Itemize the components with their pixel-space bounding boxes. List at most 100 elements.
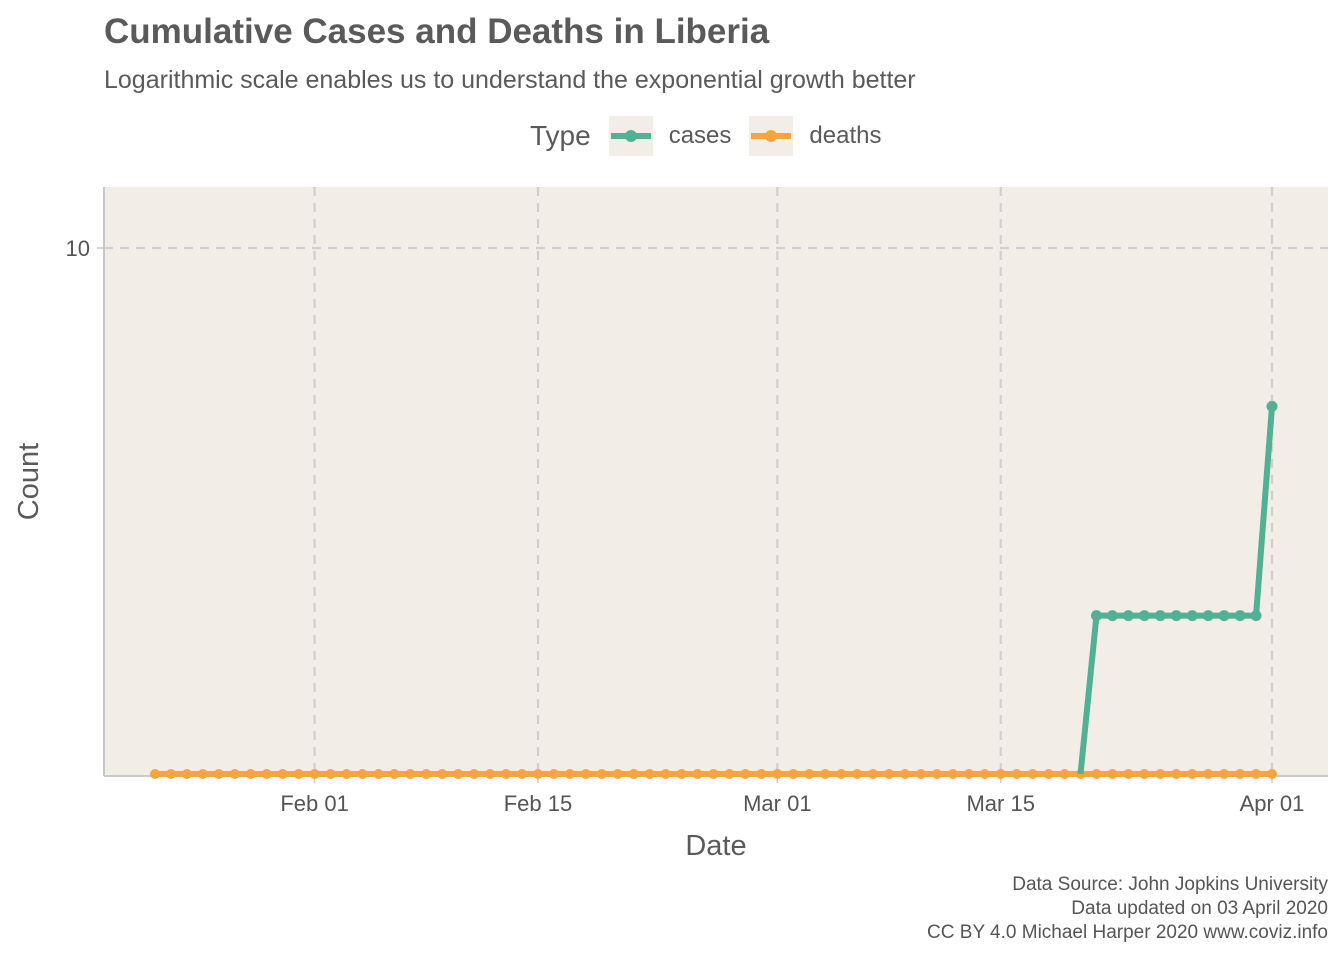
legend-title: Type	[530, 120, 591, 151]
deaths-point-42	[820, 769, 831, 779]
deaths-point-56	[1043, 769, 1054, 779]
deaths-point-47	[899, 769, 910, 779]
deaths-point-19	[453, 769, 464, 779]
legend-key-cases	[608, 116, 653, 156]
caption: Data Source: John Jopkins University Dat…	[927, 873, 1328, 945]
deaths-point-62	[1139, 769, 1150, 779]
cases-point-11	[1250, 610, 1262, 622]
deaths-point-27	[580, 769, 591, 779]
legend: Type cases deaths	[530, 116, 899, 156]
deaths-point-17	[421, 769, 432, 779]
deaths-point-45	[868, 769, 879, 779]
deaths-point-30	[628, 769, 639, 779]
deaths-point-6	[245, 769, 256, 779]
deaths-point-35	[708, 769, 719, 779]
x-tick-label-4: Apr 01	[1240, 791, 1305, 816]
deaths-point-39	[772, 769, 783, 779]
y-axis-ticks: 10	[66, 236, 104, 261]
caption-license: CC BY 4.0 Michael Harper 2020 www.coviz.…	[927, 922, 1328, 943]
deaths-point-20	[469, 769, 480, 779]
deaths-point-52	[979, 769, 990, 779]
cases-point-4	[1138, 610, 1150, 622]
deaths-point-9	[293, 769, 304, 779]
plot-panel	[104, 187, 1328, 776]
deaths-point-5	[229, 769, 240, 779]
deaths-point-44	[852, 769, 863, 779]
deaths-point-64	[1171, 769, 1182, 779]
deaths-point-25	[548, 769, 559, 779]
deaths-point-55	[1027, 769, 1038, 779]
deaths-point-0	[150, 769, 160, 779]
deaths-point-12	[341, 769, 352, 779]
deaths-point-65	[1187, 769, 1198, 779]
deaths-point-26	[564, 769, 575, 779]
deaths-point-14	[373, 769, 384, 779]
deaths-point-2	[181, 769, 192, 779]
deaths-point-46	[884, 769, 895, 779]
deaths-point-51	[963, 769, 974, 779]
deaths-point-7	[261, 769, 272, 779]
deaths-point-24	[532, 769, 543, 779]
legend-key-deaths	[749, 116, 794, 156]
caption-updated: Data updated on 03 April 2020	[1071, 898, 1328, 919]
cases-point-10	[1234, 610, 1246, 622]
x-axis-ticks: Feb 01 Feb 15 Mar 01 Mar 15 Apr 01	[280, 776, 1304, 816]
deaths-point-1	[165, 769, 176, 779]
deaths-point-48	[915, 769, 926, 779]
caption-source: Data Source: John Jopkins University	[1012, 874, 1328, 895]
chart-subtitle: Logarithmic scale enables us to understa…	[104, 66, 916, 94]
deaths-point-13	[357, 769, 368, 779]
deaths-point-33	[676, 769, 687, 779]
deaths-point-29	[612, 769, 623, 779]
x-tick-label-1: Feb 15	[504, 791, 573, 816]
deaths-point-69	[1251, 769, 1262, 779]
deaths-point-32	[660, 769, 671, 779]
deaths-point-41	[804, 769, 815, 779]
deaths-point-63	[1155, 769, 1166, 779]
cases-point-12	[1266, 400, 1278, 412]
y-tick-label-0: 10	[66, 236, 90, 261]
deaths-point-60	[1107, 769, 1118, 779]
deaths-point-61	[1123, 769, 1134, 779]
deaths-point-53	[995, 769, 1006, 779]
x-tick-label-0: Feb 01	[280, 791, 349, 816]
x-tick-label-3: Mar 15	[966, 791, 1034, 816]
deaths-point-15	[389, 769, 400, 779]
deaths-point-70	[1267, 769, 1277, 779]
series-cases	[1077, 400, 1278, 775]
cases-point-9	[1218, 610, 1230, 622]
cases-point-1	[1090, 610, 1102, 622]
deaths-point-3	[197, 769, 208, 779]
chart-title: Cumulative Cases and Deaths in Liberia	[104, 12, 770, 51]
legend-label-cases: cases	[668, 122, 732, 149]
deaths-point-68	[1235, 769, 1246, 779]
deaths-point-22	[501, 769, 512, 779]
y-axis-title: Count	[13, 443, 45, 520]
series-deaths	[150, 769, 1277, 779]
gridlines	[104, 187, 1328, 776]
deaths-point-10	[309, 769, 320, 779]
deaths-point-34	[692, 769, 703, 779]
deaths-point-54	[1011, 769, 1022, 779]
cases-point-3	[1122, 610, 1134, 622]
deaths-point-11	[325, 769, 336, 779]
deaths-point-8	[277, 769, 288, 779]
deaths-point-28	[596, 769, 607, 779]
cases-point-7	[1186, 610, 1198, 622]
legend-label-deaths: deaths	[809, 122, 882, 149]
deaths-point-36	[724, 769, 735, 779]
deaths-point-38	[756, 769, 767, 779]
deaths-point-40	[788, 769, 799, 779]
deaths-point-23	[517, 769, 528, 779]
deaths-point-31	[644, 769, 655, 779]
deaths-point-59	[1091, 769, 1102, 779]
cases-point-6	[1170, 610, 1182, 622]
x-tick-label-2: Mar 01	[743, 791, 811, 816]
cases-point-5	[1154, 610, 1166, 622]
deaths-point-67	[1219, 769, 1230, 779]
deaths-point-4	[213, 769, 224, 779]
cases-point-8	[1202, 610, 1214, 622]
cases-point-2	[1106, 610, 1118, 622]
x-axis-title: Date	[685, 830, 746, 862]
